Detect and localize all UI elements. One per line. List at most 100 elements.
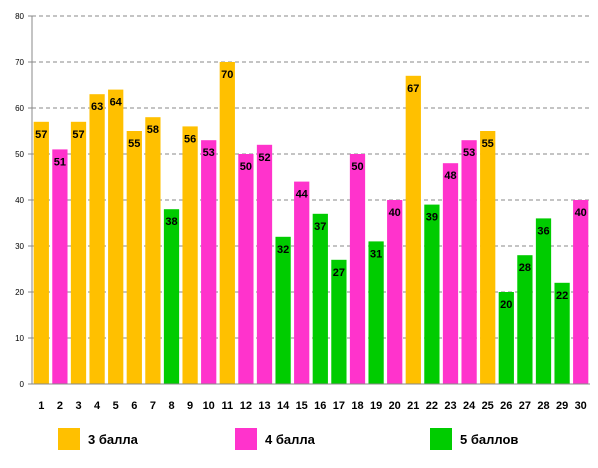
x-tick-label-16: 16 <box>314 400 326 412</box>
bar-14 <box>275 236 291 384</box>
x-tick-label-5: 5 <box>113 400 119 412</box>
y-axis-ticks: 0 10 20 30 40 50 60 70 80 <box>15 12 32 389</box>
bar-3 <box>70 121 87 385</box>
bar-13 <box>256 144 273 384</box>
data-label-29: 22 <box>556 290 568 302</box>
bars: 57 51 57 63 64 55 58 38 56 53 70 50 52 32 44 37 27 50 31 40… <box>33 62 589 385</box>
y-tick-label: 60 <box>15 104 24 113</box>
bar-27 <box>517 255 533 384</box>
bar-29 <box>554 282 570 384</box>
bar-22 <box>424 204 440 384</box>
x-tick-label-30: 30 <box>575 400 587 412</box>
bar-17 <box>331 259 347 384</box>
data-label-10: 53 <box>203 147 215 159</box>
data-label-6: 55 <box>128 138 140 150</box>
x-tick-label-19: 19 <box>370 400 382 412</box>
x-tick-label-22: 22 <box>426 400 438 412</box>
x-tick-label-27: 27 <box>519 400 531 412</box>
data-label-20: 40 <box>389 207 401 219</box>
bar-6 <box>126 131 142 384</box>
legend-label-4: 4 балла <box>265 431 315 447</box>
x-tick-label-9: 9 <box>187 400 193 412</box>
bar-11 <box>219 62 235 384</box>
data-label-3: 57 <box>72 129 84 141</box>
x-tick-label-23: 23 <box>444 400 456 412</box>
data-label-14: 32 <box>277 244 289 256</box>
data-label-19: 31 <box>370 248 382 260</box>
x-tick-label-14: 14 <box>277 400 290 412</box>
data-label-26: 20 <box>500 299 512 311</box>
data-label-18: 50 <box>351 161 363 173</box>
x-tick-label-25: 25 <box>482 400 494 412</box>
x-tick-label-21: 21 <box>407 400 419 412</box>
data-label-21: 67 <box>407 83 419 95</box>
data-label-4: 63 <box>91 101 103 113</box>
x-tick-label-29: 29 <box>556 400 568 412</box>
bar-4 <box>89 94 105 384</box>
bar-9 <box>182 126 198 385</box>
x-tick-label-6: 6 <box>131 400 137 412</box>
y-tick-label: 20 <box>15 288 24 297</box>
bar-16 <box>312 213 328 384</box>
bar-7 <box>145 117 161 384</box>
y-tick-label: 0 <box>20 380 25 389</box>
legend-label-5: 5 баллов <box>460 431 519 447</box>
x-tick-label-28: 28 <box>537 400 549 412</box>
data-label-27: 28 <box>519 262 531 274</box>
data-label-7: 58 <box>147 124 159 136</box>
data-label-22: 39 <box>426 212 438 224</box>
data-label-17: 27 <box>333 267 345 279</box>
bar-20 <box>387 200 403 384</box>
legend-item-3: 3 балла <box>58 427 138 451</box>
data-label-9: 56 <box>184 133 196 145</box>
y-tick-label: 40 <box>15 196 24 205</box>
y-tick-label: 10 <box>15 334 24 343</box>
legend-swatch-4 <box>235 428 257 450</box>
x-tick-label-10: 10 <box>203 400 215 412</box>
legend-swatch-5 <box>430 428 452 450</box>
x-tick-label-12: 12 <box>240 400 252 412</box>
x-tick-label-13: 13 <box>258 400 270 412</box>
data-label-12: 50 <box>240 161 252 173</box>
bar-1 <box>33 121 49 385</box>
data-label-1: 57 <box>35 129 47 141</box>
bar-12 <box>238 154 254 384</box>
legend-item-5: 5 баллов <box>430 427 518 451</box>
x-tick-label-18: 18 <box>351 400 363 412</box>
data-label-2: 51 <box>54 156 66 168</box>
bar-28 <box>535 218 552 384</box>
x-tick-label-8: 8 <box>168 400 174 412</box>
data-label-23: 48 <box>444 170 456 182</box>
bar-2 <box>52 149 68 384</box>
data-label-11: 70 <box>221 69 233 81</box>
bar-21 <box>405 75 421 385</box>
bar-5 <box>108 89 124 384</box>
data-label-24: 53 <box>463 147 475 159</box>
x-tick-label-4: 4 <box>94 400 101 412</box>
x-tick-label-26: 26 <box>500 400 512 412</box>
x-tick-label-7: 7 <box>150 400 156 412</box>
data-label-13: 52 <box>258 152 270 164</box>
bar-24 <box>461 140 477 384</box>
x-tick-label-24: 24 <box>463 400 476 412</box>
legend-item-4: 4 балла <box>235 427 315 451</box>
x-tick-label-20: 20 <box>389 400 401 412</box>
bar-23 <box>442 163 459 384</box>
x-tick-label-11: 11 <box>221 400 233 412</box>
y-tick-label: 70 <box>15 58 24 67</box>
data-label-5: 64 <box>110 97 123 109</box>
bar-26 <box>498 292 514 384</box>
x-tick-label-2: 2 <box>57 400 63 412</box>
x-axis-ticks: 1 2 3 4 5 6 7 8 9 10 11 12 13 14 15 16 17 18 19 20 21 22 23 24 2… <box>38 400 587 412</box>
y-tick-label: 50 <box>15 150 24 159</box>
bar-18 <box>349 154 366 384</box>
x-tick-label-17: 17 <box>333 400 345 412</box>
data-label-28: 36 <box>537 225 549 237</box>
gridlines <box>32 15 590 339</box>
data-label-16: 37 <box>314 221 326 233</box>
bar-25 <box>480 131 496 384</box>
data-label-25: 55 <box>482 138 494 150</box>
legend-swatch-3 <box>58 428 80 450</box>
data-label-15: 44 <box>296 189 309 201</box>
bar-8 <box>163 209 180 384</box>
